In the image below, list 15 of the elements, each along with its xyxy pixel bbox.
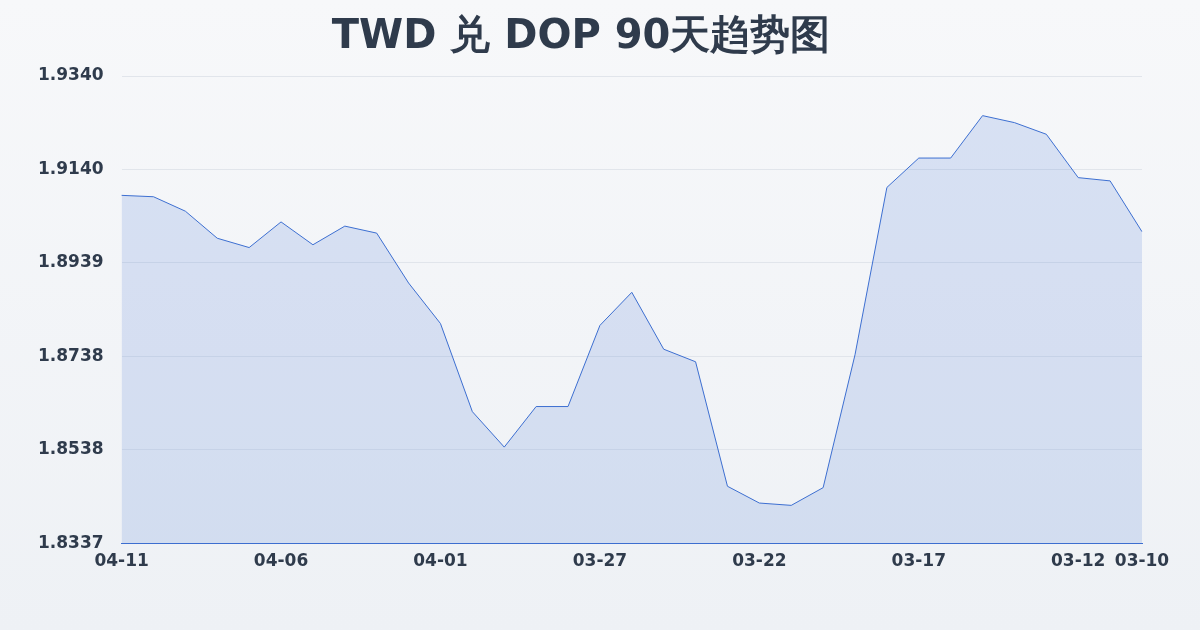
y-tick-label: 1.8939 xyxy=(37,251,104,272)
x-tick-label: 03-12 xyxy=(1051,550,1106,571)
x-tick-label: 03-17 xyxy=(891,550,946,571)
x-tick-label: 04-01 xyxy=(413,550,468,571)
y-tick-label: 1.9140 xyxy=(37,157,104,178)
x-tick-label: 04-11 xyxy=(94,550,149,571)
x-tick-label: 04-06 xyxy=(253,550,309,571)
y-tick-label: 1.8337 xyxy=(37,532,104,553)
y-tick-label: 1.8738 xyxy=(37,345,104,366)
x-tick-label: 03-10 xyxy=(1114,550,1170,571)
x-tick-label: 03-22 xyxy=(732,550,787,571)
x-tick-label: 03-27 xyxy=(572,550,628,571)
y-tick-label: 1.8538 xyxy=(37,438,104,459)
y-tick-label: 1.9340 xyxy=(37,64,104,85)
chart-title: TWD 兑 DOP 90天趋势图 xyxy=(331,11,831,58)
